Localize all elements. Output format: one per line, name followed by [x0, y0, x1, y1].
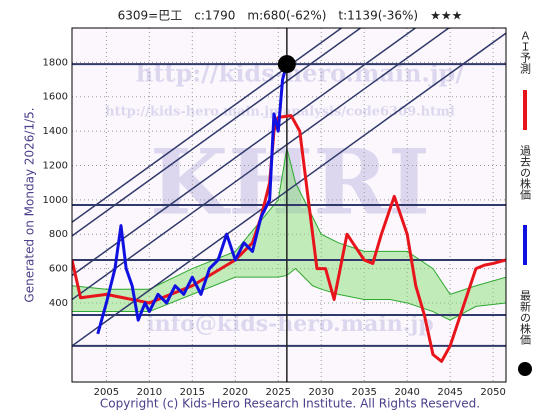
- legend-label: ＡＩ予測: [519, 30, 532, 75]
- x-tick-label: 2020: [223, 387, 248, 398]
- y-tick-label: 400: [49, 298, 68, 309]
- y-tick-label: 1400: [43, 126, 68, 137]
- x-tick-label: 2025: [266, 387, 291, 398]
- footer: Copyright (c) Kids-Hero Research Institu…: [100, 397, 480, 411]
- x-tick-label: 2010: [137, 387, 162, 398]
- y-tick-label: 1000: [43, 195, 68, 206]
- trend-line: [72, 32, 506, 347]
- watermark: KHRI: [150, 130, 430, 236]
- series-line: [96, 63, 289, 335]
- band-fill: [72, 148, 506, 321]
- latest-point: [277, 55, 296, 74]
- series-line: [72, 114, 506, 363]
- legend-swatch: [518, 362, 532, 376]
- trend-line: [72, 28, 417, 277]
- side-label: Generated on Monday 2026/1/5.: [23, 107, 37, 302]
- y-tick-label: 800: [49, 229, 68, 240]
- y-tick-label: 1600: [43, 92, 68, 103]
- x-tick-label: 2040: [394, 387, 419, 398]
- y-tick-label: 600: [49, 264, 68, 275]
- band-line: [72, 267, 506, 321]
- x-tick-label: 2015: [180, 387, 205, 398]
- plot: http://kids-hero.main.jp/http://kids-her…: [72, 28, 506, 382]
- plot-frame: [71, 27, 507, 383]
- chart-title: 6309=巴工 c:1790 m:680(-62%) t:1139(-36%) …: [118, 9, 463, 23]
- x-tick-label: 2035: [351, 387, 376, 398]
- x-tick-label: 2005: [94, 387, 119, 398]
- x-tick-label: 2045: [437, 387, 462, 398]
- band-line: [72, 148, 506, 295]
- x-tick-label: 2050: [480, 387, 505, 398]
- legend-label: 最新の株価: [519, 290, 532, 345]
- trend-line: [72, 28, 451, 301]
- x-tick-label: 2030: [309, 387, 334, 398]
- trend-line: [72, 28, 362, 237]
- y-tick-label: 1200: [43, 160, 68, 171]
- legend-label: 過去の株価: [519, 145, 532, 200]
- y-tick-label: 1800: [43, 57, 68, 68]
